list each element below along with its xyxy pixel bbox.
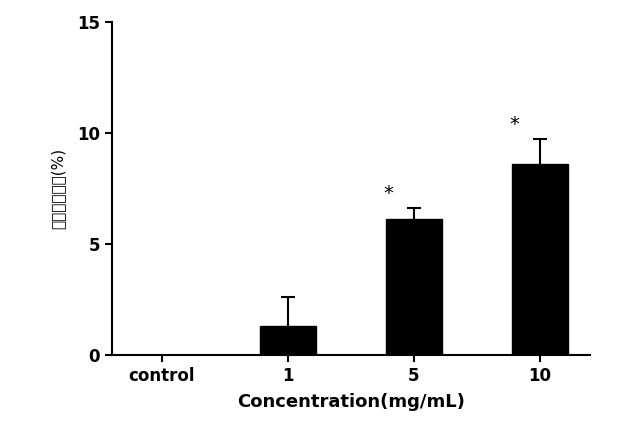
Text: *: * [510,115,520,134]
Bar [512,164,568,355]
X-axis label: Concentration(mg/mL): Concentration(mg/mL) [237,393,465,411]
Y-axis label: 혜소판응집률(%): 혜소판응집률(%) [51,148,66,229]
Text: *: * [384,184,394,203]
Bar [260,326,316,355]
Bar [386,220,442,355]
